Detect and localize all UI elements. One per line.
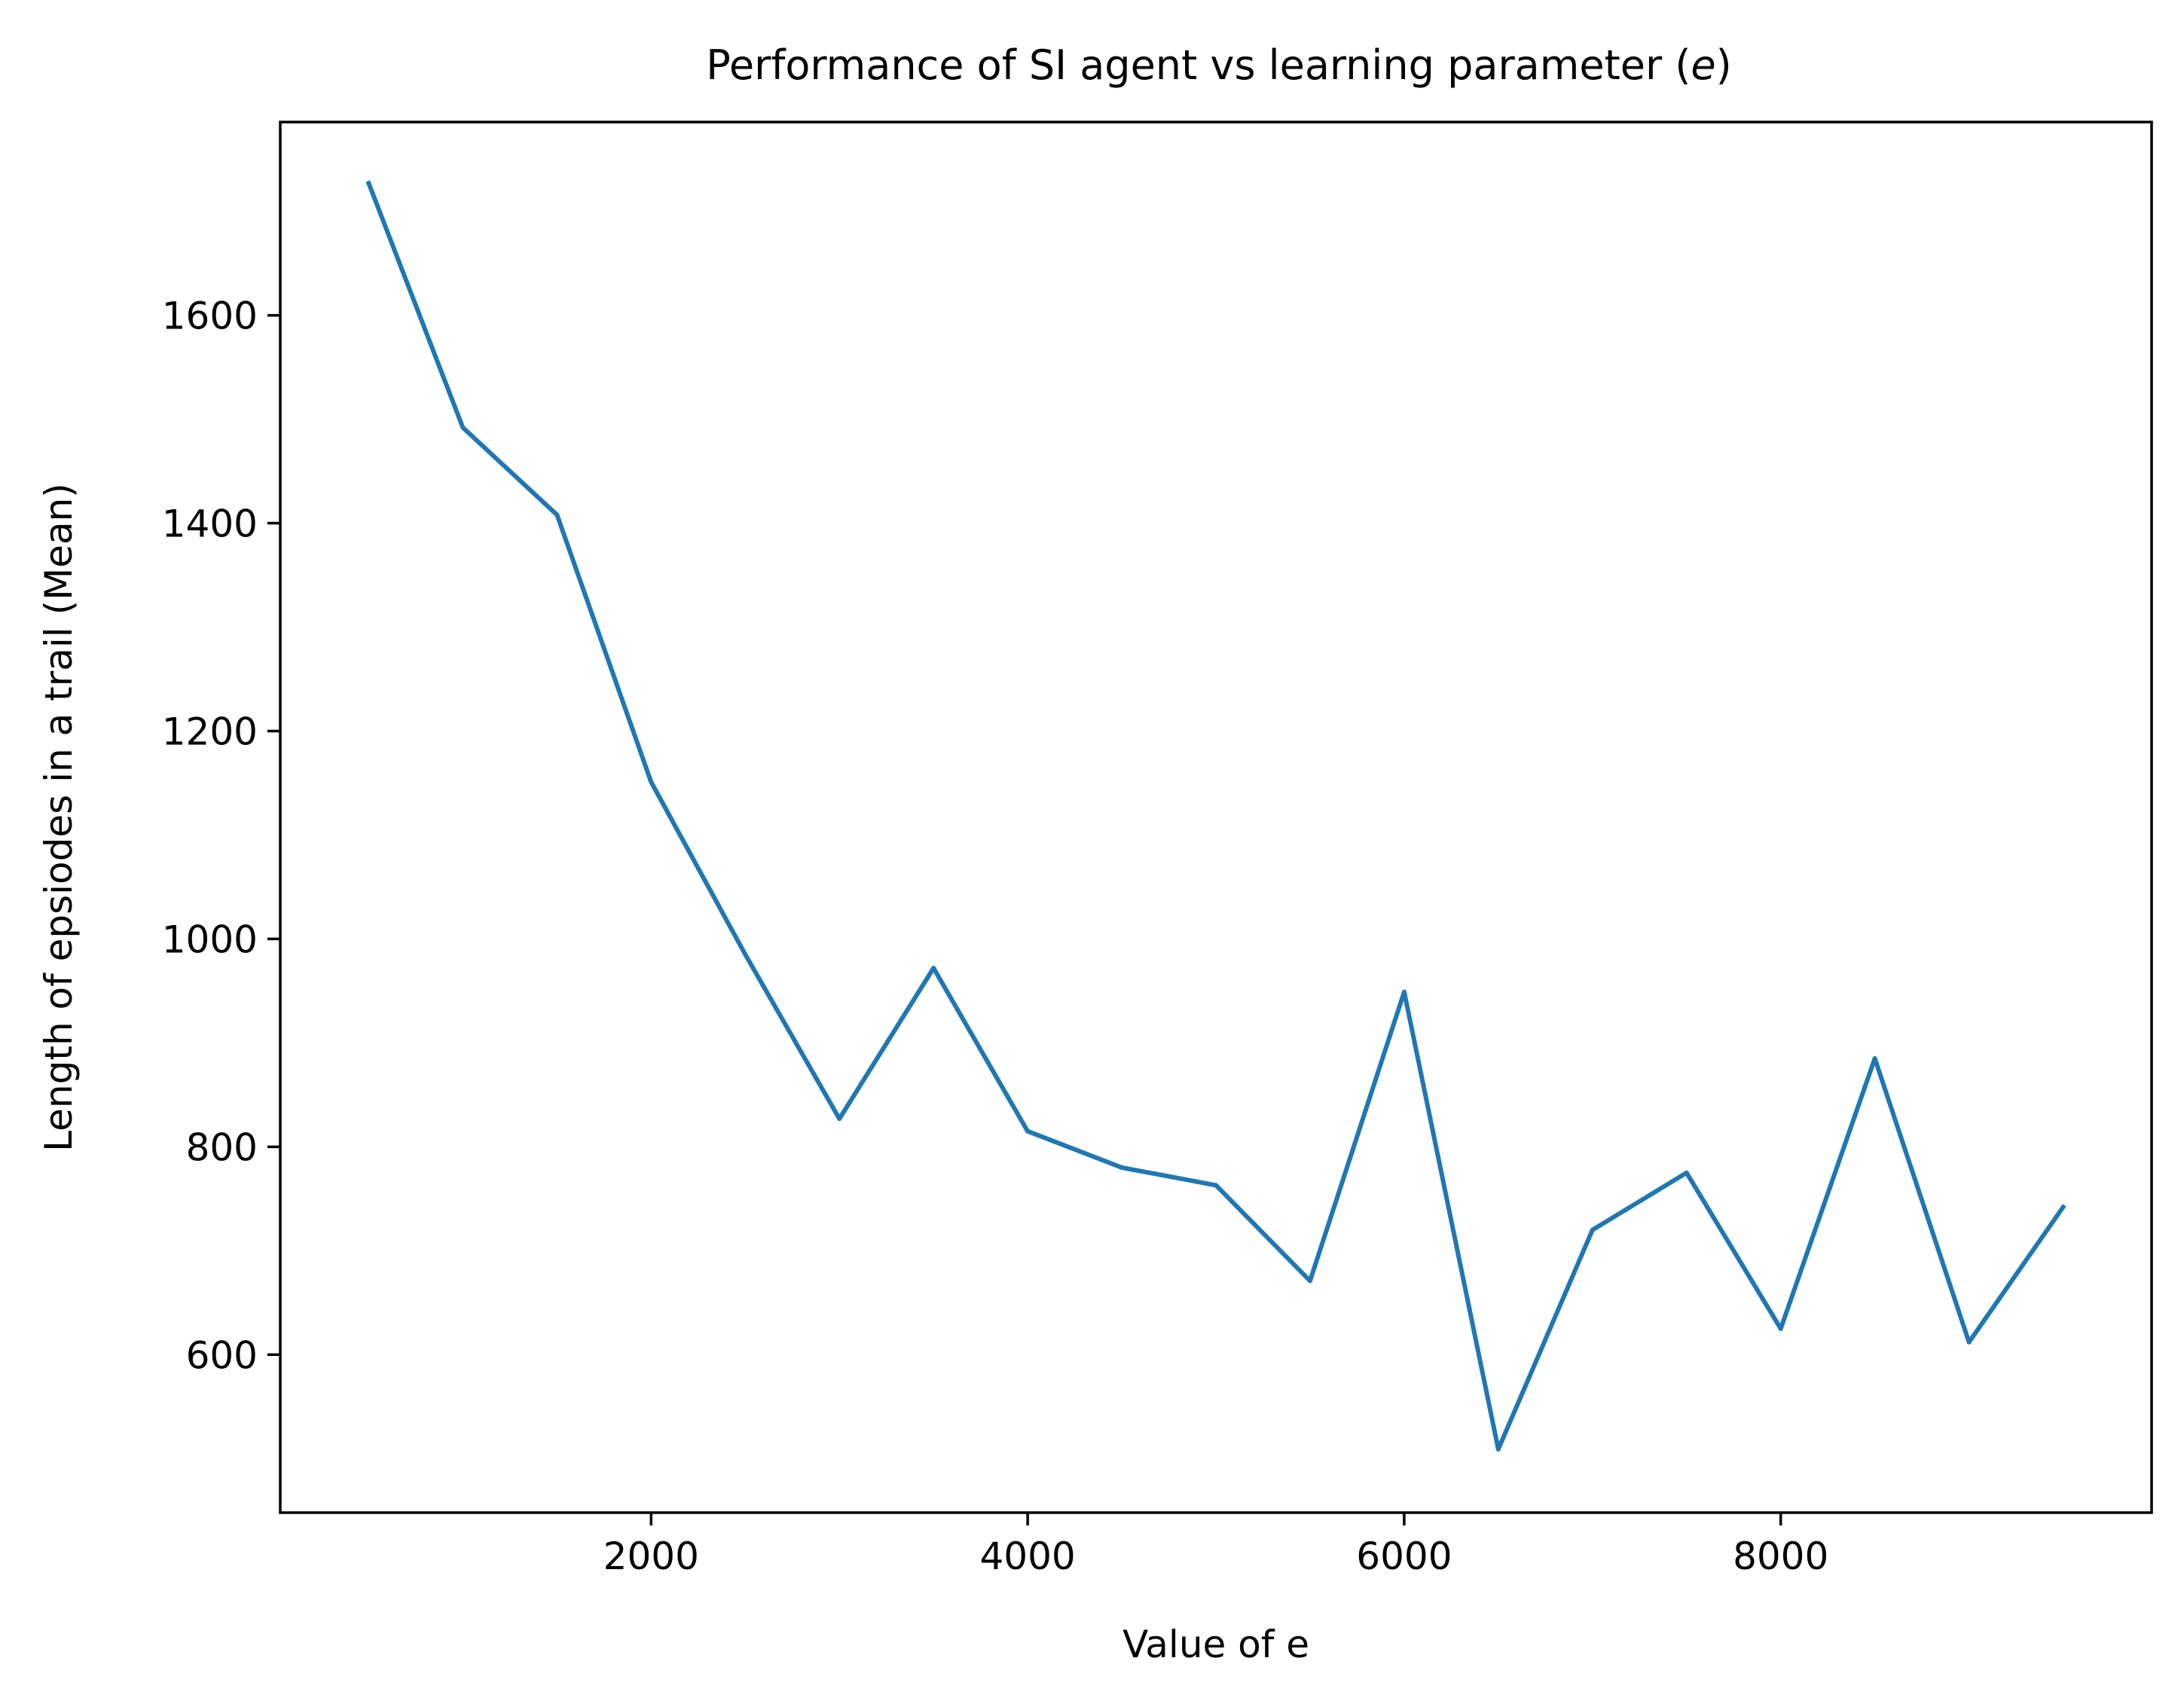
chart-title: Performance of SI agent vs learning para… <box>706 41 1731 89</box>
data-point <box>554 512 560 518</box>
data-point <box>1214 1183 1218 1188</box>
data-point <box>460 425 466 430</box>
x-tick-label: 8000 <box>1733 1534 1828 1578</box>
data-point <box>1966 1339 1972 1345</box>
data-point <box>366 181 371 186</box>
data-point <box>1495 1446 1501 1452</box>
series-group <box>365 180 2066 1452</box>
x-tick-label: 2000 <box>603 1534 699 1578</box>
data-point <box>2060 1205 2066 1210</box>
y-tick-label: 1600 <box>162 295 258 338</box>
data-point <box>837 1116 842 1122</box>
data-point <box>743 952 748 957</box>
data-point <box>1684 1170 1689 1175</box>
chart-title-math: e <box>1691 41 1715 89</box>
y-tick-label: 1200 <box>162 710 258 753</box>
x-axis-ticks: 2000 4000 6000 8000 <box>603 1513 1828 1578</box>
data-point <box>1778 1326 1783 1331</box>
data-point <box>1307 1278 1312 1284</box>
data-point <box>1401 989 1407 994</box>
data-point <box>1119 1165 1125 1170</box>
y-axis-ticks: 600 800 1000 1200 1400 1600 <box>162 295 280 1377</box>
svg-text:Performance of SI agent vs lea: Performance of SI agent vs learning para… <box>706 41 1731 89</box>
x-axis-label: Value of e <box>1123 1623 1309 1666</box>
data-point <box>1872 1056 1877 1061</box>
y-tick-label: 800 <box>186 1125 258 1169</box>
data-point <box>931 966 936 971</box>
chart-title-text: Performance of SI agent vs learning para… <box>706 41 1663 89</box>
y-axis-label: Length of epsiodes in a trail (Mean) <box>37 483 81 1152</box>
y-tick-label: 600 <box>186 1333 258 1377</box>
data-point <box>1590 1227 1595 1232</box>
data-point <box>649 780 654 785</box>
y-tick-label: 1000 <box>162 918 258 961</box>
x-tick-label: 4000 <box>979 1534 1075 1578</box>
series-line <box>365 180 2066 1452</box>
data-point <box>1025 1128 1031 1134</box>
y-tick-label: 1400 <box>162 502 258 546</box>
axes-frame <box>279 121 2153 1514</box>
x-tick-label: 6000 <box>1356 1534 1452 1578</box>
plot-area: 2000 4000 6000 8000 600 800 1000 1200 1400 1600 <box>162 121 2153 1578</box>
